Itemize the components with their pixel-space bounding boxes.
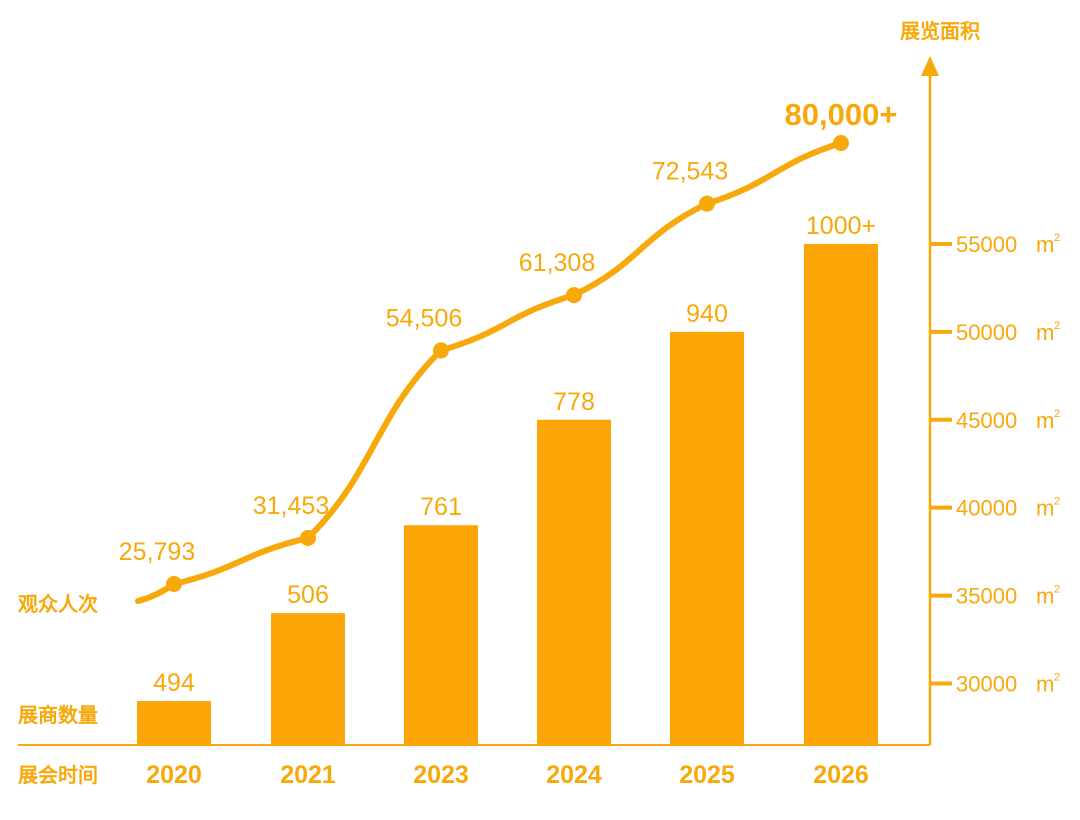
- y2-tick-unit: m: [1036, 232, 1054, 257]
- visitors-point: [699, 195, 715, 212]
- bar: [404, 525, 478, 745]
- y2-tick-label: 45000: [956, 408, 1017, 433]
- y2-tick-label: 30000: [956, 671, 1017, 696]
- axis-label-exhibitors: 展商数量: [18, 703, 98, 727]
- x-tick-label: 2026: [813, 761, 869, 789]
- y2-tick-label: 40000: [956, 496, 1017, 521]
- bar: [271, 613, 345, 745]
- y2-tick-label: 55000: [956, 232, 1017, 257]
- visitors-value-label: 31,453: [253, 492, 329, 520]
- y2-tick-unit-sup: 2: [1054, 232, 1060, 244]
- axis-label-visitors: 观众人次: [18, 592, 98, 616]
- y2-axis-title: 展览面积: [900, 19, 980, 43]
- y2-tick-unit-sup: 2: [1054, 496, 1060, 508]
- y2-tick-unit: m: [1036, 320, 1054, 345]
- bar-value-label: 1000+: [806, 212, 876, 240]
- x-tick-label: 2020: [146, 761, 202, 789]
- y2-tick-label: 35000: [956, 584, 1017, 609]
- y2-tick-unit-sup: 2: [1054, 671, 1060, 683]
- y2-tick-unit-sup: 2: [1054, 320, 1060, 332]
- x-tick-label: 2025: [679, 761, 735, 789]
- visitors-point: [166, 576, 182, 592]
- visitors-value-label: 61,308: [519, 249, 595, 277]
- y2-tick-unit: m: [1036, 408, 1054, 433]
- visitors-value-label: 80,000+: [785, 97, 898, 132]
- bar-value-label: 494: [153, 669, 195, 697]
- visitors-value-label: 25,793: [119, 538, 195, 566]
- y2-axis-arrow: [921, 56, 939, 76]
- x-tick-label: 2021: [280, 761, 336, 789]
- visitors-value-label: 54,506: [386, 304, 462, 332]
- visitors-point: [433, 342, 449, 359]
- y2-tick-unit: m: [1036, 496, 1054, 521]
- x-axis-title: 展会时间: [18, 763, 98, 787]
- y2-tick-unit: m: [1036, 671, 1054, 696]
- visitors-point: [300, 529, 316, 546]
- bar: [804, 243, 878, 746]
- visitors-point: [833, 135, 849, 151]
- bar: [537, 419, 611, 745]
- bar-value-label: 506: [287, 581, 329, 609]
- visitors-point: [566, 287, 582, 304]
- y2-tick-label: 50000: [956, 320, 1017, 345]
- bar-value-label: 940: [686, 300, 728, 328]
- bar-value-label: 761: [420, 493, 462, 521]
- x-tick-label: 2024: [546, 761, 602, 789]
- x-tick-label: 2023: [413, 761, 469, 789]
- visitors-value-label: 72,543: [652, 158, 728, 186]
- bar: [670, 331, 744, 745]
- y2-tick-unit-sup: 2: [1054, 408, 1060, 420]
- bar: [137, 701, 211, 745]
- y2-tick-unit-sup: 2: [1054, 584, 1060, 596]
- y2-tick-unit: m: [1036, 584, 1054, 609]
- bar-value-label: 778: [553, 388, 595, 416]
